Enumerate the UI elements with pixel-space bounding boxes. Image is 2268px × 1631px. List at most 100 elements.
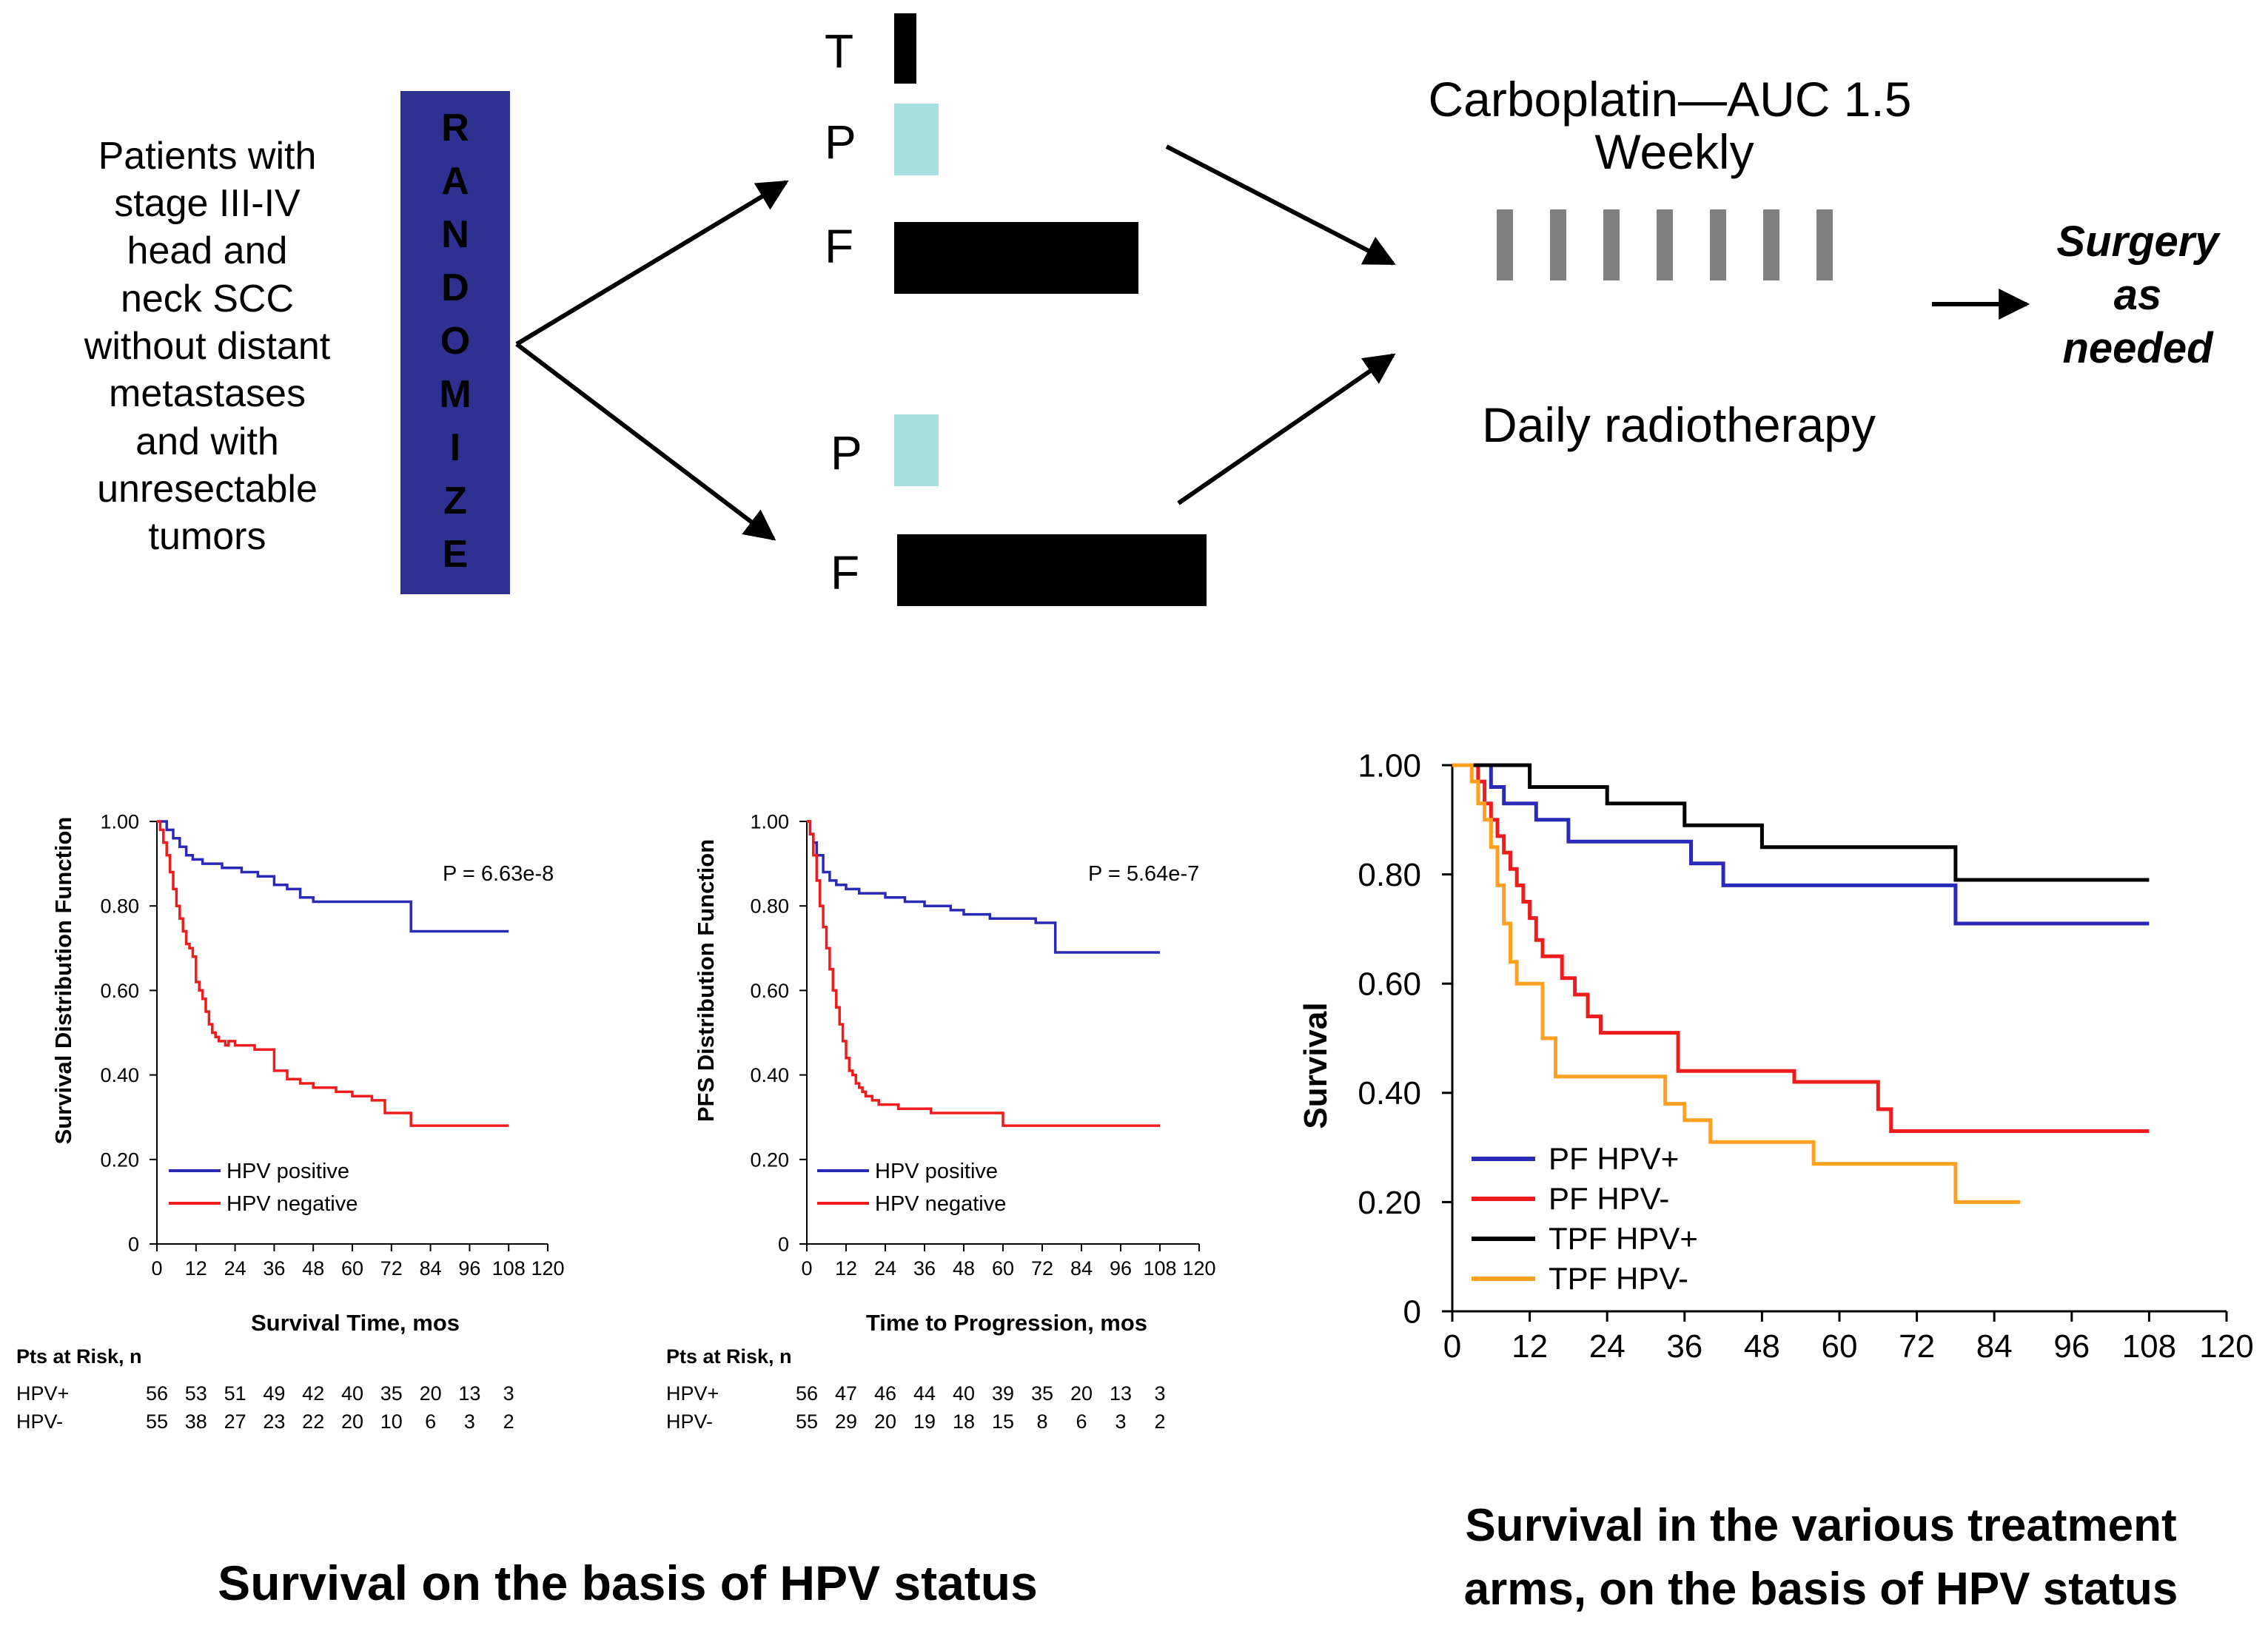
- x-tick-label: 108: [2122, 1328, 2176, 1365]
- surgery-line: needed: [2062, 324, 2214, 372]
- patients-line: and with: [135, 420, 279, 463]
- patients-line: metastases: [109, 372, 306, 415]
- cisplatin-bar: [894, 414, 939, 486]
- risk-table-header: Pts at Risk, n: [666, 1345, 792, 1368]
- risk-cell: 47: [835, 1382, 857, 1405]
- randomize-label: R A N D O M I Z E: [439, 107, 471, 576]
- series-line-tpf-hpv-neg: [1452, 763, 2021, 1204]
- x-axis-label: Survival Time, mos: [251, 1310, 460, 1336]
- risk-cell: 56: [146, 1382, 168, 1405]
- chart-pfs-by-hpv: PFS Distribution Function 0 12 24 36 48 60 72 8…: [666, 810, 1216, 1433]
- legend-label-tpf-hpv-pos: TPF HPV+: [1549, 1221, 1698, 1256]
- carboplatin-dose-bar: [1763, 209, 1779, 280]
- x-tick-label: 84: [420, 1257, 442, 1279]
- series-line-hpv-positive: [157, 820, 509, 933]
- series-line-hpv-positive: [807, 820, 1160, 954]
- y-tick-label: 0.60: [100, 980, 139, 1002]
- risk-row-label: HPV-: [666, 1410, 713, 1433]
- series-line-tpf-hpv-pos: [1452, 763, 2150, 882]
- x-tick-label: 12: [835, 1257, 857, 1279]
- risk-cell: 20: [420, 1382, 442, 1405]
- y-tick-label: 0.40: [100, 1064, 139, 1086]
- randomize-letter: D: [441, 266, 469, 309]
- patients-line: without distant: [84, 325, 331, 368]
- randomize-letter: I: [450, 426, 460, 469]
- x-tick-label: 48: [302, 1257, 324, 1279]
- y-axis-label: PFS Distribution Function: [693, 839, 719, 1122]
- x-tick-label: 36: [913, 1257, 936, 1279]
- risk-cell: 35: [1031, 1382, 1053, 1405]
- fluorouracil-bar: [897, 534, 1207, 606]
- drug-label-t: T: [825, 24, 853, 78]
- caption-right-line2: arms, on the basis of HPV status: [1464, 1564, 2178, 1615]
- axes: 0 12 24 36 48 60 72 84 96 108 12000.200.400.600.80…: [1358, 747, 2253, 1365]
- risk-cell: 6: [425, 1410, 436, 1433]
- x-tick-label: 12: [185, 1257, 207, 1279]
- risk-cell: 46: [874, 1382, 896, 1405]
- chart-os-by-hpv: Survival Distribution Function 0 12 24 36 48…: [16, 810, 565, 1433]
- carboplatin-dose-bar: [1550, 209, 1566, 280]
- p-value: P = 5.64e-7: [1088, 862, 1199, 886]
- risk-row-label: HPV-: [16, 1410, 63, 1433]
- y-tick-label: 0.80: [1358, 857, 1421, 893]
- risk-cell: 51: [224, 1382, 246, 1405]
- x-tick-label: 24: [224, 1257, 246, 1279]
- y-tick-label: 0.80: [750, 895, 789, 918]
- risk-cell: 18: [953, 1410, 975, 1433]
- risk-table: Pts at Risk, n HPV+ HPV- 56 47 46 44 40 39 35 2…: [666, 1345, 1166, 1433]
- axes: 0 12 24 36 48 60 72 84 96 108 12000.200.400.600.80…: [100, 810, 564, 1279]
- x-tick-label: 84: [1976, 1328, 2013, 1365]
- x-tick-label: 48: [953, 1257, 975, 1279]
- y-tick-label: 1.00: [1358, 747, 1421, 784]
- risk-cell: 40: [341, 1382, 363, 1405]
- carboplatin-frequency: Weekly: [1594, 124, 1754, 179]
- risk-cell: 3: [1115, 1410, 1126, 1433]
- legend-label-hpv-negative: HPV negative: [227, 1192, 358, 1216]
- patients-line: head and: [127, 229, 288, 272]
- randomize-letter: R: [441, 107, 469, 149]
- y-tick-label: 0: [1403, 1294, 1421, 1330]
- risk-cell: 15: [992, 1410, 1014, 1433]
- series-group: [157, 820, 509, 1127]
- randomize-letter: E: [443, 533, 469, 576]
- y-tick-label: 1.00: [750, 810, 789, 833]
- patients-description: Patients with stage III-IV head and neck…: [84, 135, 331, 558]
- risk-cell: 8: [1036, 1410, 1047, 1433]
- x-tick-label: 0: [801, 1257, 812, 1279]
- x-tick-label: 72: [1031, 1257, 1053, 1279]
- caption-left: Survival on the basis of HPV status: [218, 1556, 1038, 1610]
- x-tick-label: 24: [1589, 1328, 1625, 1365]
- carboplatin-dose-bar: [1603, 209, 1620, 280]
- risk-cell: 3: [503, 1382, 514, 1405]
- x-tick-label: 108: [492, 1257, 526, 1279]
- x-tick-label: 108: [1143, 1257, 1176, 1279]
- x-tick-label: 72: [1899, 1328, 1935, 1365]
- x-tick-label: 84: [1070, 1257, 1093, 1279]
- risk-cell: 20: [1070, 1382, 1093, 1405]
- risk-cell: 39: [992, 1382, 1014, 1405]
- risk-cell: 35: [380, 1382, 403, 1405]
- randomize-letter: O: [440, 320, 470, 363]
- x-axis-label: Time to Progression, mos: [866, 1310, 1147, 1336]
- arrow-to-arm-b: [515, 342, 776, 541]
- chart-survival-by-arm: Survival 0 12 24 36 48 60 72 84 96 108 120 0 0.20 0.4…: [1298, 747, 2254, 1365]
- risk-cell: 2: [1154, 1410, 1165, 1433]
- risk-cell: 3: [464, 1410, 475, 1433]
- x-tick-label: 0: [151, 1257, 162, 1279]
- risk-cell: 42: [302, 1382, 324, 1405]
- risk-cell: 44: [913, 1382, 936, 1405]
- series-line-hpv-negative: [157, 820, 509, 1127]
- legend: PF HPV+ PF HPV- TPF HPV+ TPF HPV-: [1472, 1141, 1698, 1296]
- radiotherapy-label: Daily radiotherapy: [1482, 397, 1876, 452]
- risk-cell: 55: [796, 1410, 818, 1433]
- y-tick-label: 0.40: [750, 1064, 789, 1086]
- x-tick-label: 96: [2053, 1328, 2090, 1365]
- risk-cell: 29: [835, 1410, 857, 1433]
- x-tick-label: 60: [992, 1257, 1014, 1279]
- x-tick-label: 48: [1744, 1328, 1780, 1365]
- series-group: [807, 820, 1160, 1127]
- arrow-arm-b-to-crt: [1177, 353, 1396, 505]
- risk-cell: 22: [302, 1410, 324, 1433]
- x-tick-label: 12: [1512, 1328, 1548, 1365]
- risk-cell: 3: [1154, 1382, 1165, 1405]
